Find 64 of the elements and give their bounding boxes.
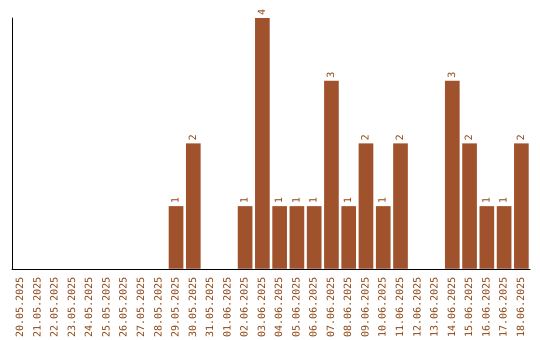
bar [238,206,252,269]
data-label: 1 [240,197,251,204]
x-tick-label: 05.06.2025 [291,276,302,338]
x-tick-label: 04.06.2025 [274,276,286,338]
x-tick-label: 03.06.2025 [256,276,268,338]
x-tick-label: 17.06.2025 [498,276,510,338]
x-tick-label: 21.05.2025 [32,276,44,338]
data-label: 1 [291,197,302,204]
x-tick-label: 22.05.2025 [50,276,61,338]
x-tick-label: 12.06.2025 [412,276,424,338]
data-label: 3 [446,72,458,78]
x-tick-label: 25.05.2025 [101,276,112,338]
x-tick-label: 20.05.2025 [15,276,26,338]
x-tick-label: 06.06.2025 [308,276,320,338]
x-tick-label: 29.05.2025 [170,276,182,338]
bar [290,206,304,269]
bar [186,143,201,269]
data-label: 4 [256,8,268,15]
data-label: 2 [464,134,476,140]
x-tick-label: 15.06.2025 [464,276,476,338]
data-label: 1 [274,197,286,204]
bar [444,80,460,269]
data-label: 2 [360,134,372,140]
bar [514,143,529,269]
x-tick-label: 11.06.2025 [395,276,406,338]
data-label: 2 [188,134,199,140]
x-tick-label: 10.06.2025 [378,276,389,338]
x-tick-label: 02.06.2025 [240,276,251,338]
x-tick-label: 09.06.2025 [360,276,372,338]
bar [168,206,184,269]
bar [255,18,270,269]
data-label: 1 [498,197,510,204]
data-label: 1 [308,197,320,204]
data-label: 1 [343,197,354,204]
bar [272,206,287,269]
x-tick-label: 24.05.2025 [84,276,96,338]
data-label: 1 [170,197,182,204]
bar [306,206,322,269]
bar [376,206,391,269]
bar [358,143,374,269]
bar [341,206,356,269]
bar [496,206,512,269]
data-label: 1 [378,197,389,204]
x-tick-label: 08.06.2025 [343,276,354,338]
data-label: 2 [516,134,527,140]
x-tick-label: 27.05.2025 [136,276,147,338]
data-label: 3 [326,72,337,78]
x-tick-label: 18.06.2025 [516,276,527,338]
x-tick-label: 28.05.2025 [153,276,164,338]
x-tick-label: 14.06.2025 [446,276,458,338]
x-tick-label: 07.06.2025 [326,276,337,338]
data-label: 2 [395,134,406,140]
bar [479,206,494,269]
data-label: 1 [481,197,492,204]
bar [462,143,477,269]
x-tick-label: 13.06.2025 [430,276,441,338]
bar [393,143,408,269]
x-tick-label: 16.06.2025 [481,276,492,338]
x-tick-label: 26.05.2025 [118,276,130,338]
bar [324,80,339,269]
x-tick-label: 30.05.2025 [188,276,199,338]
x-tick-label: 01.06.2025 [222,276,234,338]
x-tick-label: 23.05.2025 [66,276,78,338]
x-tick-label: 31.05.2025 [205,276,216,338]
